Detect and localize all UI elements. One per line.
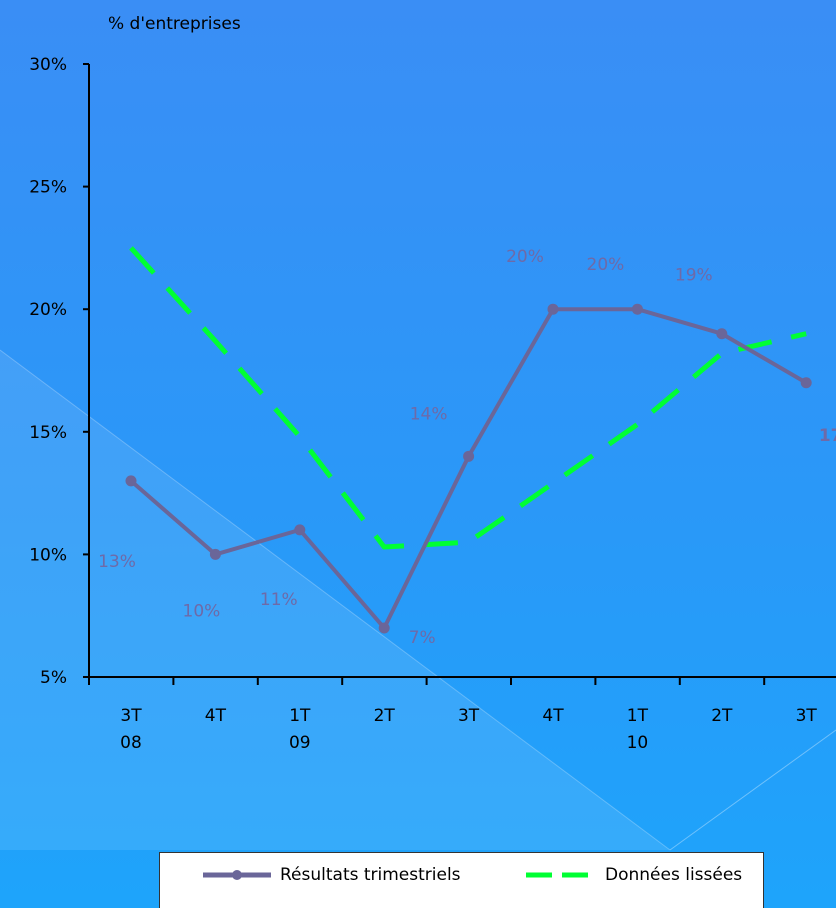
data-label: 17%	[819, 426, 836, 446]
x-ticks: 3T 08 4T 1T 09 2T 3T 4T 1T 10 2T 3T	[88, 677, 818, 753]
y-tick-label: 30%	[29, 55, 67, 75]
background-decoration	[0, 349, 836, 851]
series-layer	[125, 246, 812, 634]
data-point-results	[294, 524, 306, 536]
y-tick-label: 5%	[40, 668, 67, 688]
x-tick-label: 3T	[458, 706, 480, 726]
x-tick-label: 1T	[627, 706, 649, 726]
y-axis-title: % d'entreprises	[108, 14, 241, 34]
data-label: 10%	[183, 601, 221, 621]
legend-line-marker-icon	[203, 870, 271, 880]
data-point-results	[547, 303, 559, 315]
data-label: 19%	[675, 266, 713, 286]
y-tick-label: 10%	[29, 545, 67, 565]
data-label: 11%	[260, 590, 298, 610]
x-tick-label-year: 10	[627, 733, 649, 753]
legend-label-results: Résultats trimestriels	[280, 865, 461, 885]
x-tick-label: 2T	[374, 706, 396, 726]
data-point-results	[716, 328, 728, 340]
y-tick-label: 15%	[29, 423, 67, 443]
data-label: 13%	[98, 552, 136, 572]
x-tick-label: 2T	[711, 706, 733, 726]
data-label: 14%	[410, 404, 448, 424]
data-label: 20%	[506, 247, 544, 267]
data-point-results	[800, 377, 812, 389]
x-tick-label: 1T	[289, 706, 311, 726]
legend-label-smoothed: Données lissées	[605, 865, 743, 885]
legend-dashed-line-icon	[526, 872, 596, 878]
data-point-results	[209, 548, 221, 560]
data-label: 7%	[409, 628, 436, 648]
data-point-results	[463, 450, 475, 462]
data-point-results	[125, 475, 137, 487]
y-tick-label: 20%	[29, 300, 67, 320]
series-line-smoothed	[129, 246, 807, 550]
x-tick-label: 4T	[205, 706, 227, 726]
x-tick-label-year: 08	[120, 733, 142, 753]
x-tick-label: 3T	[120, 706, 142, 726]
legend-item-results: Résultats trimestriels	[202, 853, 461, 897]
x-tick-label: 4T	[542, 706, 564, 726]
data-label: 20%	[587, 255, 625, 275]
legend-item-smoothed: Données lissées	[525, 853, 742, 897]
legend: Résultats trimestriels Données lissées	[159, 852, 764, 908]
data-labels: 13% 10% 11% 7% 14% 20% 20% 19% 17%	[98, 247, 836, 648]
y-tick-label: 25%	[29, 178, 67, 198]
data-point-results	[378, 622, 390, 634]
x-tick-label: 3T	[796, 706, 818, 726]
data-point-results	[631, 303, 643, 315]
axes	[88, 64, 836, 678]
x-tick-label-year: 09	[289, 733, 311, 753]
y-ticks: 30% 25% 20% 15% 10% 5%	[29, 55, 89, 688]
